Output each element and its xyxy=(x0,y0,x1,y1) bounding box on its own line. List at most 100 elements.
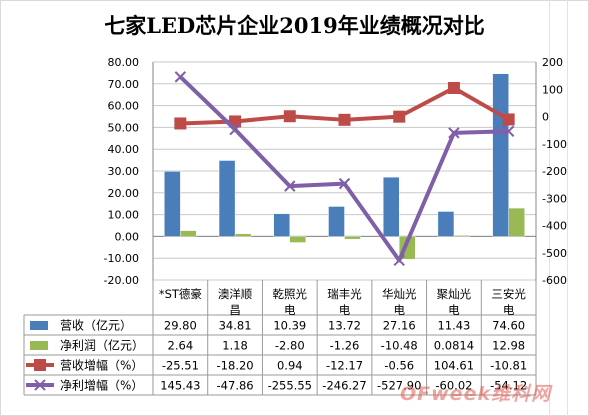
category-label: 华灿光 xyxy=(382,287,417,301)
data-label: 34.81 xyxy=(219,319,252,333)
category-label: 昌 xyxy=(229,303,241,317)
category-label: 乾照光 xyxy=(273,287,308,301)
point-profit-growth xyxy=(448,127,460,139)
legend-label: 营收增幅（%） xyxy=(60,358,143,373)
data-label: 1.18 xyxy=(222,339,248,353)
y-left-tick-label: 50.00 xyxy=(108,121,140,134)
chart-title: 七家LED芯片企业2019年业绩概况对比 xyxy=(104,13,485,38)
data-label: 104.61 xyxy=(434,359,474,373)
data-label: 0.94 xyxy=(277,359,303,373)
data-label: -255.55 xyxy=(268,379,312,393)
bar-net-profit xyxy=(344,236,361,240)
point-profit-growth xyxy=(174,71,187,83)
point-revenue-growth xyxy=(338,113,351,126)
legend-label: 净利增幅（%） xyxy=(60,378,143,393)
point-profit-growth xyxy=(502,125,515,137)
bar-revenue xyxy=(492,73,509,237)
point-revenue-growth xyxy=(174,117,187,130)
data-label: 2.64 xyxy=(168,339,194,353)
data-label: -18.20 xyxy=(217,359,254,373)
point-profit-growth xyxy=(393,254,405,267)
category-label: 澳洋顺 xyxy=(218,287,253,301)
data-label: -2.80 xyxy=(275,339,305,353)
point-revenue-growth xyxy=(447,81,460,94)
category-label: 瑞丰光 xyxy=(327,287,362,301)
y-right-tick-label: 200 xyxy=(542,56,563,69)
y-right-tick-label: -100 xyxy=(542,138,567,151)
bar-net-profit xyxy=(508,207,525,237)
y-left-tick-label: 70.00 xyxy=(108,78,140,91)
data-label: -0.56 xyxy=(384,359,414,373)
data-label: 145.43 xyxy=(160,379,200,393)
category-label: 电 xyxy=(393,303,405,317)
bar-revenue xyxy=(273,213,290,237)
sheet-gridline xyxy=(549,0,550,416)
data-label: 29.80 xyxy=(164,319,197,333)
bar-net-profit xyxy=(453,235,471,237)
legend-label: 营收（亿元） xyxy=(60,318,132,333)
legend-key xyxy=(30,321,48,330)
category-label: 三安光 xyxy=(491,287,526,301)
y-left-tick-label: -10.00 xyxy=(104,252,139,265)
y-right-tick-label: -500 xyxy=(542,247,567,260)
bar-revenue xyxy=(218,160,236,237)
data-label: -527.90 xyxy=(377,379,421,393)
y-right-tick-label: -200 xyxy=(542,165,567,178)
data-label: -25.51 xyxy=(162,359,199,373)
point-profit-growth xyxy=(229,123,241,136)
y-left-tick-label: 30.00 xyxy=(108,165,140,178)
watermark: OFweek维科网 xyxy=(400,383,552,405)
bar-revenue xyxy=(328,206,345,237)
category-label: 聚灿光 xyxy=(437,287,472,301)
y-right-tick-label: 0 xyxy=(542,111,549,124)
y-right-tick-label: -400 xyxy=(542,220,567,233)
category-label: 电 xyxy=(339,303,351,317)
bar-revenue xyxy=(437,211,455,237)
bar-net-profit xyxy=(234,233,252,237)
data-label: 12.98 xyxy=(492,339,525,353)
sheet-gridline xyxy=(567,0,568,416)
category-label: 电 xyxy=(284,303,296,317)
legend-key xyxy=(30,341,48,350)
y-right-tick-label: -600 xyxy=(542,274,567,287)
category-label: 电 xyxy=(503,303,515,317)
y-left-tick-label: 80.00 xyxy=(108,56,140,69)
point-revenue-growth xyxy=(393,110,406,123)
data-label: 11.43 xyxy=(437,319,470,333)
data-label: 0.0814 xyxy=(434,339,474,353)
category-label: *ST德豪 xyxy=(159,287,202,301)
point-revenue-growth xyxy=(283,110,296,123)
y-left-tick-label: -20.00 xyxy=(104,274,139,287)
y-left-tick-label: 10.00 xyxy=(108,209,140,222)
data-label: 13.72 xyxy=(328,319,361,333)
y-right-tick-label: -300 xyxy=(542,192,567,205)
data-label: 74.60 xyxy=(492,319,525,333)
data-label: -1.26 xyxy=(330,339,360,353)
y-left-tick-label: 0.00 xyxy=(115,230,140,243)
bar-net-profit xyxy=(289,236,306,243)
data-label: -246.27 xyxy=(322,379,366,393)
bar-net-profit xyxy=(180,230,197,237)
y-left-tick-label: 40.00 xyxy=(108,143,140,156)
y-right-tick-label: 100 xyxy=(542,83,563,96)
point-profit-growth xyxy=(284,180,296,192)
legend-marker xyxy=(34,359,46,371)
data-label: -12.17 xyxy=(326,359,363,373)
data-label: -10.48 xyxy=(381,339,418,353)
data-label: -10.81 xyxy=(490,359,527,373)
point-profit-growth xyxy=(338,177,351,190)
bar-revenue xyxy=(383,176,400,237)
y-left-tick-label: 60.00 xyxy=(108,100,140,113)
data-label: -54.12 xyxy=(490,379,527,393)
bar-revenue xyxy=(164,171,181,237)
data-label: 10.39 xyxy=(273,319,306,333)
point-revenue-growth xyxy=(502,113,515,126)
y-left-tick-label: 20.00 xyxy=(108,187,140,200)
category-label: 电 xyxy=(448,303,460,317)
legend-label: 净利润（亿元） xyxy=(60,338,144,353)
data-label: -47.86 xyxy=(217,379,254,393)
legend-marker xyxy=(34,379,46,391)
data-label: 27.16 xyxy=(383,319,416,333)
data-label: -60.02 xyxy=(435,379,472,393)
